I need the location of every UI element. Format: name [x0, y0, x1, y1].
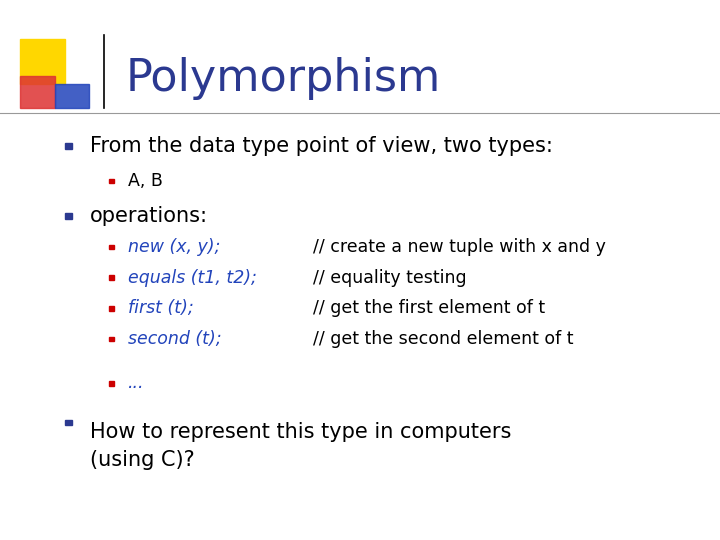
- Bar: [65, 143, 72, 148]
- Text: second (t);: second (t);: [128, 330, 222, 348]
- Text: How to represent this type in computers
(using C)?: How to represent this type in computers …: [90, 422, 511, 470]
- Text: // get the second element of t: // get the second element of t: [313, 330, 574, 348]
- Text: new (x, y);: new (x, y);: [128, 238, 220, 256]
- Text: // equality testing: // equality testing: [313, 268, 467, 287]
- Bar: [109, 381, 114, 386]
- Text: ...: ...: [128, 374, 145, 393]
- Bar: [55, 84, 89, 108]
- Text: From the data type point of view, two types:: From the data type point of view, two ty…: [90, 136, 553, 156]
- Bar: [109, 275, 114, 280]
- Text: // create a new tuple with x and y: // create a new tuple with x and y: [313, 238, 606, 256]
- Text: first (t);: first (t);: [128, 299, 194, 318]
- Bar: [20, 39, 65, 84]
- Text: // get the first element of t: // get the first element of t: [313, 299, 545, 318]
- Bar: [65, 420, 72, 425]
- Bar: [109, 179, 114, 183]
- Text: A, B: A, B: [128, 172, 163, 190]
- Text: Polymorphism: Polymorphism: [126, 57, 441, 100]
- Text: operations:: operations:: [90, 206, 208, 226]
- Bar: [109, 306, 114, 310]
- Bar: [109, 337, 114, 341]
- Bar: [109, 245, 114, 249]
- Bar: [20, 76, 55, 108]
- Bar: [65, 213, 72, 219]
- Text: equals (t1, t2);: equals (t1, t2);: [128, 268, 257, 287]
